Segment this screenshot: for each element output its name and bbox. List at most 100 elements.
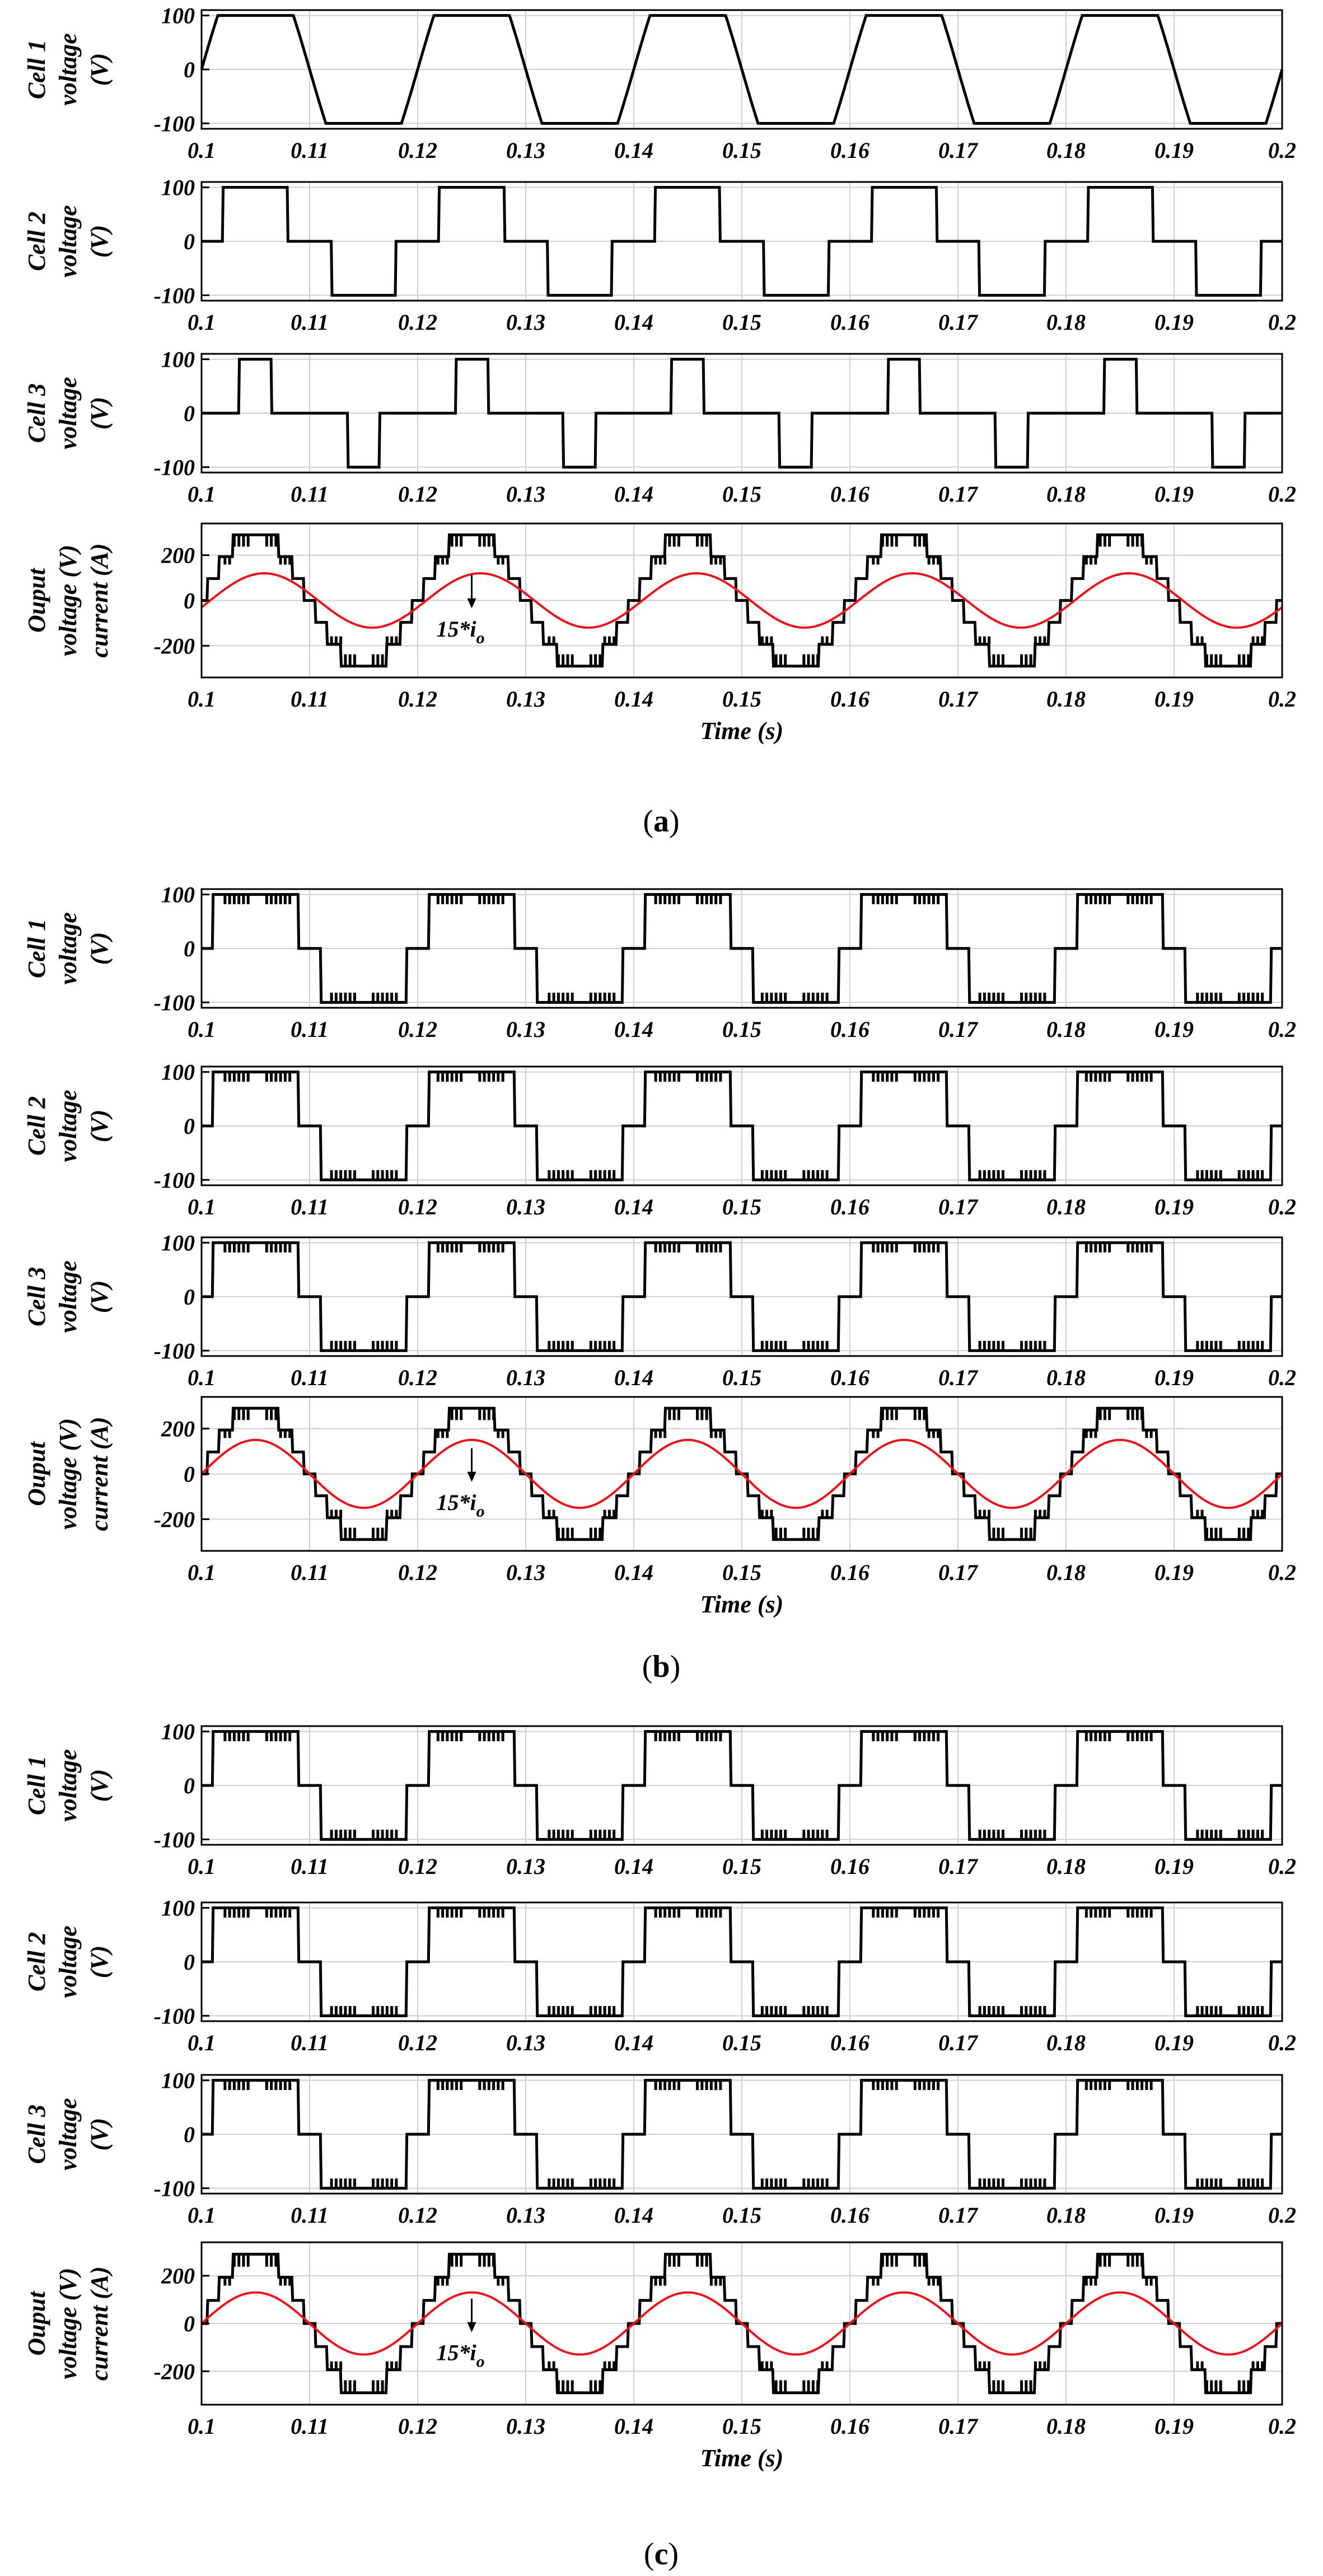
pwm-mark [1084, 2277, 1088, 2286]
x-tick-label: 0.1 [188, 1365, 216, 1390]
y-tick-label: 200 [161, 2264, 195, 2289]
pwm-mark [237, 1731, 241, 1741]
pwm-mark [696, 2080, 699, 2090]
pwm-mark [607, 2361, 611, 2370]
x-tick-label: 0.2 [1268, 1017, 1296, 1042]
pwm-mark [381, 1170, 384, 1180]
pwm-mark [1043, 1509, 1046, 1518]
pwm-mark [589, 2380, 592, 2393]
x-tick-label: 0.11 [291, 310, 329, 335]
pwm-mark [376, 993, 380, 1003]
pwm-mark [1135, 1731, 1139, 1741]
pwm-mark [381, 2006, 384, 2016]
pwm-mark [1210, 1170, 1213, 1180]
pwm-mark [1251, 1341, 1255, 1351]
pwm-mark [705, 894, 708, 904]
x-tick-label: 0.17 [938, 1194, 979, 1219]
x-tick-label: 0.2 [1268, 481, 1296, 507]
pwm-mark [1126, 535, 1130, 547]
pwm-mark [1025, 2380, 1028, 2393]
x-tick-label: 0.12 [398, 2203, 437, 2228]
pwm-mark [890, 1731, 894, 1741]
pwm-mark [603, 636, 606, 644]
pwm-mark [1237, 1170, 1241, 1180]
pwm-mark [932, 1430, 935, 1438]
x-tick-label: 0.14 [614, 2414, 653, 2439]
pwm-mark [774, 1170, 778, 1180]
pwm-mark [988, 1830, 991, 1840]
panel-b-3: -100 0 100 0.1 0.11 0.12 0.13 0.14 0.15 0.16 0.17 0… [23, 1231, 1296, 1390]
pwm-mark [274, 1731, 278, 1741]
x-tick-label: 0.15 [722, 2414, 761, 2439]
x-tick-label: 0.18 [1046, 2030, 1086, 2055]
pwm-mark [566, 993, 569, 1003]
pwm-mark [811, 1170, 815, 1180]
pwm-mark [997, 1170, 1000, 1180]
x-tick-label: 0.11 [291, 1017, 329, 1042]
pwm-mark [774, 1527, 778, 1540]
pwm-mark [1084, 557, 1088, 565]
pwm-mark [344, 1170, 347, 1180]
pwm-mark [927, 1908, 931, 1918]
pwm-mark [487, 1072, 490, 1082]
pwm-mark [599, 1170, 602, 1180]
pwm-mark [881, 894, 884, 904]
pwm-mark [548, 1170, 551, 1180]
pwm-mark [441, 2080, 445, 2090]
pwm-mark [497, 1908, 500, 1918]
x-tick-label: 0.13 [506, 686, 545, 712]
x-tick-label: 0.12 [398, 1854, 437, 1879]
pwm-mark [557, 2006, 560, 2016]
pwm-mark [978, 1830, 981, 1840]
pwm-mark [223, 1242, 227, 1252]
pwm-mark [571, 1527, 574, 1540]
pwm-mark [890, 1072, 894, 1082]
pwm-mark [376, 2178, 380, 2189]
pwm-mark [242, 1731, 245, 1741]
pwm-mark [1020, 1170, 1023, 1180]
pwm-mark [1196, 2361, 1199, 2370]
pwm-mark [599, 2178, 602, 2189]
pwm-mark [607, 993, 611, 1003]
pwm-mark [566, 2178, 569, 2189]
pwm-mark [1039, 1170, 1042, 1180]
x-tick-label: 0.16 [830, 1854, 869, 1879]
pwm-mark [265, 2254, 268, 2267]
pwm-mark [932, 1072, 935, 1082]
pwm-mark [270, 1072, 273, 1082]
pwm-mark [997, 2380, 1000, 2393]
pwm-mark [385, 2006, 389, 2016]
pwm-mark [1131, 1072, 1134, 1082]
pwm-mark [1034, 1509, 1037, 1518]
y-tick-label: 0 [184, 588, 195, 614]
pwm-mark [566, 1527, 569, 1540]
pwm-mark [492, 1908, 495, 1918]
pwm-mark [816, 1830, 820, 1840]
series-output-voltage [202, 533, 1282, 668]
pwm-mark [1149, 1731, 1153, 1741]
pwm-mark [918, 535, 922, 547]
pwm-mark [1098, 1072, 1102, 1082]
pwm-mark [1090, 1072, 1093, 1082]
pwm-mark [913, 1072, 917, 1082]
pwm-mark [562, 1341, 565, 1351]
pwm-mark [348, 1170, 352, 1180]
x-tick-label: 0.1 [188, 2030, 216, 2055]
pwm-mark [1261, 2178, 1264, 2189]
pwm-mark [876, 1242, 880, 1252]
pwm-mark [381, 1830, 384, 1840]
pwm-mark [881, 1242, 884, 1252]
pwm-mark [1103, 1908, 1106, 1918]
pwm-mark [1242, 1830, 1246, 1840]
pwm-mark [654, 894, 657, 904]
pwm-mark [348, 993, 352, 1003]
pwm-mark [288, 894, 292, 904]
pwm-mark [483, 2254, 486, 2267]
y-tick-label: -100 [154, 455, 195, 480]
y-axis-label: voltage [54, 1090, 82, 1162]
pwm-mark [779, 2178, 782, 2189]
pwm-mark [1090, 557, 1093, 565]
pwm-mark [1103, 1242, 1106, 1252]
pwm-mark [487, 1242, 490, 1252]
pwm-mark [886, 1408, 889, 1420]
